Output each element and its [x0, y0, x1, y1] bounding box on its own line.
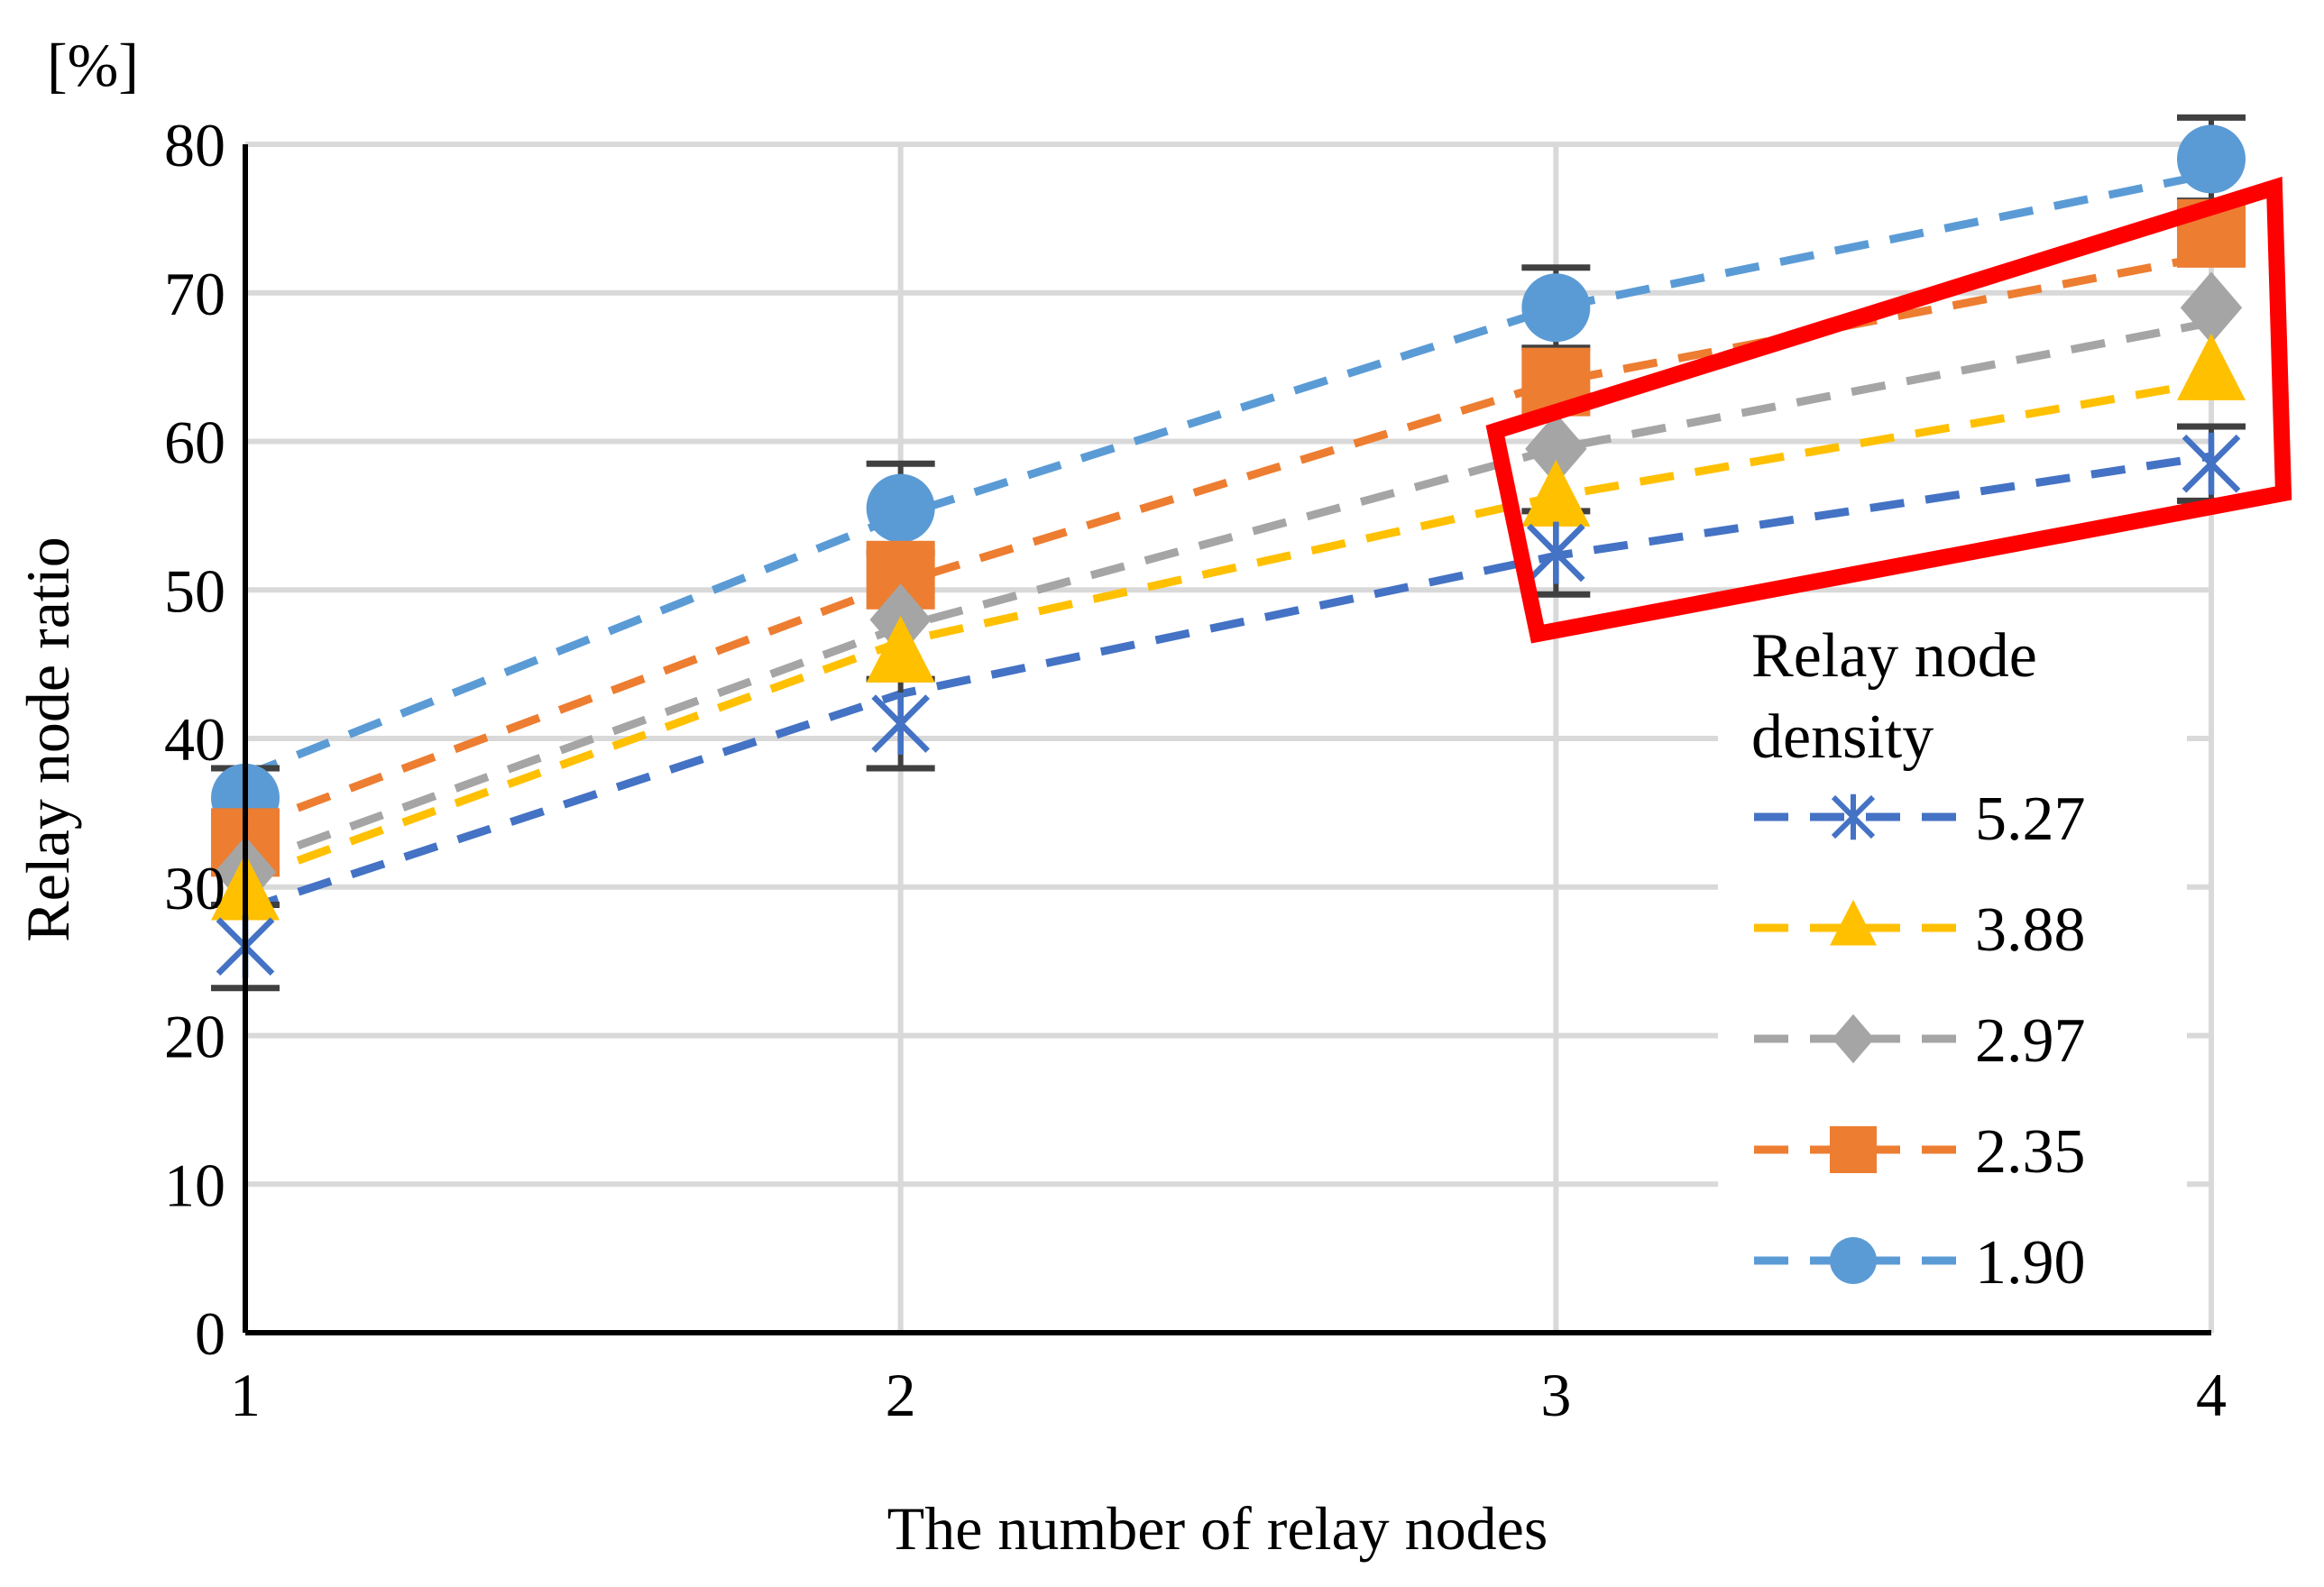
x-tick-label: 4	[2196, 1361, 2227, 1429]
legend-background	[1718, 600, 2187, 1303]
point-5.27	[2182, 432, 2241, 495]
trendline-2.35	[243, 252, 2212, 832]
y-tick-label: 60	[164, 408, 225, 477]
legend: Relay node density 5.27 3.88 2.97 2.35 1.90	[1718, 600, 2187, 1303]
x-axis-title: The number of relay nodes	[887, 1494, 1548, 1563]
y-axis-title: Relay node ratio	[14, 537, 82, 941]
y-tick-label: 30	[164, 854, 225, 922]
legend-label-3.88: 3.88	[1975, 895, 2086, 965]
highlight-box	[1485, 176, 2292, 644]
legend-label-2.35: 2.35	[1975, 1117, 2086, 1187]
y-tick-label: 50	[164, 556, 225, 625]
point-3.88	[2177, 333, 2246, 400]
legend-label-5.27: 5.27	[1975, 784, 2086, 854]
point-1.90	[2177, 124, 2246, 194]
trendline-2.97	[243, 318, 2212, 869]
axes	[243, 144, 2211, 1335]
legend-marker-2.97	[1832, 1014, 1875, 1064]
y-tick-label: 80	[164, 111, 225, 179]
y-tick-label: 70	[164, 260, 225, 328]
x-tick-label: 1	[230, 1361, 261, 1429]
point-3.88	[1521, 459, 1591, 527]
legend-marker-3.88	[1830, 899, 1877, 946]
point-1.90	[866, 473, 935, 543]
point-5.27	[871, 693, 931, 756]
tick-labels: 0 10 20 30 40 50 60 70 80 1 2 3 4	[164, 111, 2227, 1429]
point-2.97	[2180, 271, 2243, 344]
point-3.88	[866, 615, 935, 683]
legend-title-line-1: Relay node	[1751, 621, 2037, 691]
trendline-5.27	[243, 452, 2212, 913]
legend-label-2.97: 2.97	[1975, 1006, 2086, 1076]
y-tick-label: 20	[164, 1003, 225, 1071]
legend-label-1.90: 1.90	[1975, 1228, 2086, 1298]
y-tick-label: 10	[164, 1151, 225, 1219]
trendlines	[243, 170, 2212, 913]
trendline-1.90	[243, 170, 2212, 780]
y-tick-label: 0	[195, 1299, 225, 1368]
legend-marker-2.35	[1830, 1126, 1877, 1173]
y-tick-label: 40	[164, 705, 225, 774]
point-1.90	[1521, 273, 1591, 343]
trendline-3.88	[243, 378, 2212, 884]
legend-title-line-2: density	[1751, 702, 1934, 772]
x-tick-label: 2	[886, 1361, 916, 1429]
legend-marker-5.27	[1831, 794, 1876, 840]
point-2.97	[1525, 412, 1587, 485]
legend-marker-1.90	[1830, 1237, 1877, 1284]
x-tick-label: 3	[1540, 1361, 1571, 1429]
y-unit-label: [%]	[47, 31, 139, 99]
point-5.27	[1526, 521, 1585, 584]
